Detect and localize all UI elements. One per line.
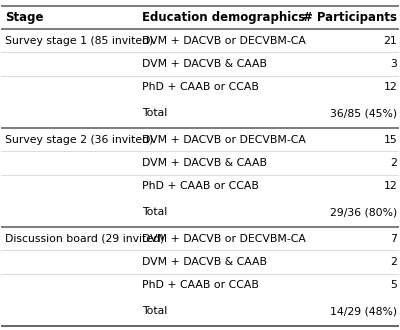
Text: 7: 7 [390, 234, 397, 244]
Text: 12: 12 [384, 82, 397, 92]
Text: 14/29 (48%): 14/29 (48%) [330, 307, 397, 316]
Text: 36/85 (45%): 36/85 (45%) [330, 108, 397, 118]
Text: # Participants: # Participants [303, 11, 397, 24]
Text: 29/36 (80%): 29/36 (80%) [330, 208, 397, 217]
Text: Total: Total [142, 307, 168, 316]
Text: PhD + CAAB or CCAB: PhD + CAAB or CCAB [142, 181, 259, 191]
Text: 12: 12 [384, 181, 397, 191]
Text: Education demographics: Education demographics [142, 11, 306, 24]
Text: PhD + CAAB or CCAB: PhD + CAAB or CCAB [142, 280, 259, 290]
Text: DVM + DACVB or DECVBM-CA: DVM + DACVB or DECVBM-CA [142, 234, 306, 244]
Text: Total: Total [142, 108, 168, 118]
Text: DVM + DACVB or DECVBM-CA: DVM + DACVB or DECVBM-CA [142, 36, 306, 46]
Text: 3: 3 [390, 59, 397, 69]
Text: PhD + CAAB or CCAB: PhD + CAAB or CCAB [142, 82, 259, 92]
Text: Survey stage 2 (36 invited): Survey stage 2 (36 invited) [5, 135, 153, 145]
Text: 15: 15 [384, 135, 397, 145]
Text: Stage: Stage [5, 11, 43, 24]
Text: Survey stage 1 (85 invited): Survey stage 1 (85 invited) [5, 36, 153, 46]
Text: Total: Total [142, 208, 168, 217]
Text: DVM + DACVB & CAAB: DVM + DACVB & CAAB [142, 158, 267, 168]
Text: 5: 5 [390, 280, 397, 290]
Text: DVM + DACVB & CAAB: DVM + DACVB & CAAB [142, 257, 267, 267]
Text: 2: 2 [390, 158, 397, 168]
Text: 21: 21 [384, 36, 397, 46]
Text: DVM + DACVB & CAAB: DVM + DACVB & CAAB [142, 59, 267, 69]
Text: 2: 2 [390, 257, 397, 267]
Text: Discussion board (29 invited): Discussion board (29 invited) [5, 234, 164, 244]
Text: DVM + DACVB or DECVBM-CA: DVM + DACVB or DECVBM-CA [142, 135, 306, 145]
